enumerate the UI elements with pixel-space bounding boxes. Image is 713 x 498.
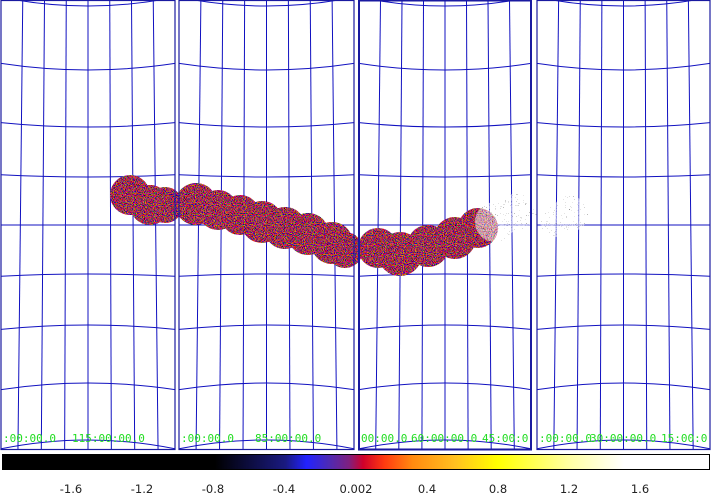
emission-blobs-color bbox=[110, 175, 498, 276]
colorbar-panel: -1.6 -1.2 -0.8 -0.4 0.002 0.4 0.8 1.2 1.… bbox=[0, 452, 713, 498]
panel-2-frame bbox=[178, 0, 355, 451]
panel-1-frame bbox=[0, 0, 176, 451]
panel-borders bbox=[0, 0, 711, 451]
panel-1-label-b: 115:00:00.0 bbox=[72, 432, 145, 445]
colorbar-tick-label: -1.2 bbox=[130, 482, 154, 496]
panel-3-frame bbox=[358, 0, 532, 451]
panel-3-label-c: 45:00:0 bbox=[482, 432, 529, 445]
colorbar-tick-label: -0.8 bbox=[201, 482, 225, 496]
panel-1-grid bbox=[1, 0, 175, 450]
panel-4-label-c: 15:00:0 bbox=[661, 432, 708, 445]
colorbar-tick-label: 0.8 bbox=[488, 482, 508, 496]
mosaic-image-panels[interactable] bbox=[0, 0, 713, 452]
colorbar-tick-label: 1.2 bbox=[559, 482, 579, 496]
panel-2-label-a: :00:00.0 bbox=[181, 432, 234, 445]
colorbar-tick-label: -1.6 bbox=[59, 482, 83, 496]
panel-3-label-b: 60:00:00.0 bbox=[411, 432, 478, 445]
panel-4-label-a: :00:00.0 bbox=[539, 432, 592, 445]
panel-4-grid bbox=[537, 0, 710, 450]
panel-1-label-a: :00:00.0 bbox=[3, 432, 56, 445]
panel-4-label-b: 30:00:00.0 bbox=[590, 432, 657, 445]
panel-3-label-a: 00:00.0 bbox=[361, 432, 408, 445]
colorbar-tick-label: 0.4 bbox=[417, 482, 437, 496]
coordinate-grid bbox=[1, 0, 710, 450]
colorbar-tick-label: 1.6 bbox=[630, 482, 650, 496]
colorbar-tick-label: 0.002 bbox=[339, 482, 373, 496]
colorbar[interactable] bbox=[2, 454, 710, 470]
colorbar-tick-label: -0.4 bbox=[272, 482, 296, 496]
panel-2-label-b: 85:00:00.0 bbox=[255, 432, 322, 445]
panel-4-frame bbox=[536, 0, 711, 451]
